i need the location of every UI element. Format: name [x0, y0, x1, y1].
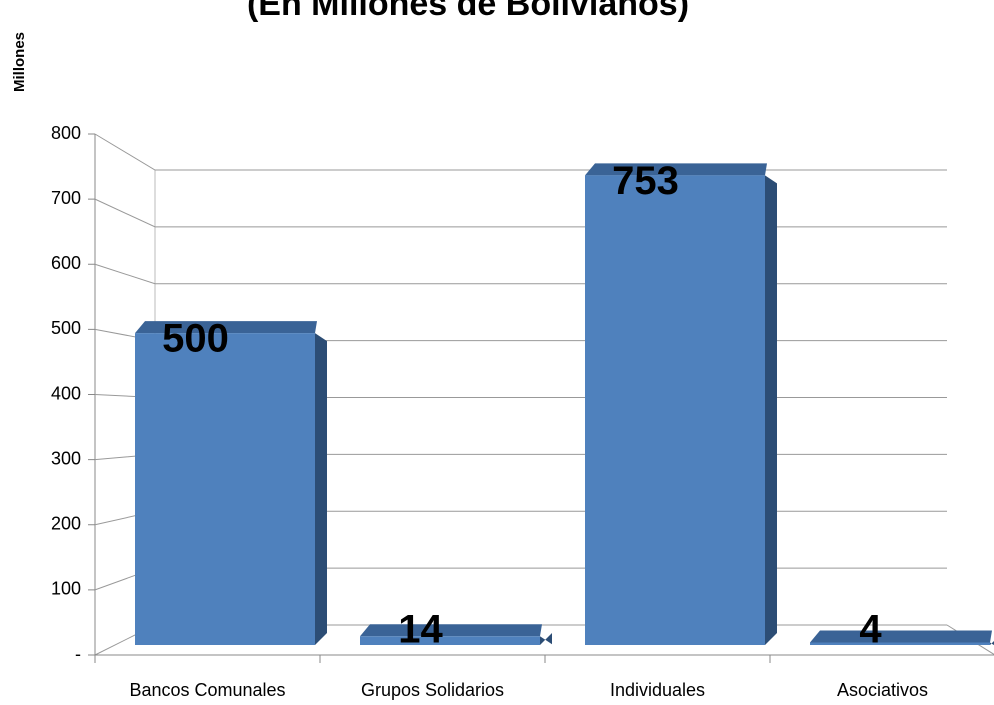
chart-title: (En Millones de Bolivianos)	[247, 0, 689, 23]
bar	[585, 163, 777, 645]
bar-side	[765, 175, 777, 645]
bar	[135, 321, 327, 645]
bar-front	[585, 175, 765, 645]
grid-line	[94, 133, 947, 171]
y-tick-label: 600	[51, 253, 81, 273]
bar-top	[135, 321, 317, 334]
data-label: 4	[859, 608, 882, 652]
bar	[360, 624, 552, 645]
data-label: 14	[398, 608, 443, 652]
bar-front	[135, 333, 315, 645]
bar-side	[315, 333, 327, 645]
y-tick-label: 500	[51, 318, 81, 338]
data-label: 753	[612, 159, 679, 203]
y-tick-label: 100	[51, 579, 81, 599]
y-tick-label: -	[75, 644, 81, 664]
bar-side	[540, 633, 552, 645]
grid-line	[94, 198, 947, 228]
grid-line	[94, 263, 947, 285]
y-tick-label: 200	[51, 514, 81, 534]
bar-top	[585, 163, 767, 176]
y-tick-label: 800	[51, 123, 81, 143]
y-tick-label: 700	[51, 188, 81, 208]
bar-top	[360, 624, 542, 637]
bar-front	[810, 642, 990, 645]
bar-side	[990, 641, 994, 646]
data-label: 500	[162, 317, 229, 361]
x-tick-label: Bancos Comunales	[129, 680, 285, 700]
bar-top	[810, 630, 992, 643]
y-tick-label: 300	[51, 448, 81, 468]
bar	[810, 630, 994, 646]
bar-front	[360, 636, 540, 645]
x-tick-label: Individuales	[610, 680, 705, 700]
x-tick-label: Grupos Solidarios	[361, 680, 504, 700]
y-tick-label: 400	[51, 383, 81, 403]
x-tick-label: Asociativos	[837, 680, 928, 700]
y-axis-label: Millones	[11, 32, 28, 92]
